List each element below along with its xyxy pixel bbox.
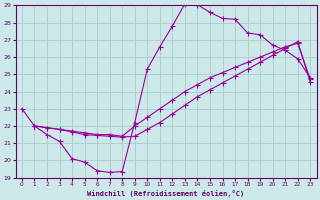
X-axis label: Windchill (Refroidissement éolien,°C): Windchill (Refroidissement éolien,°C) xyxy=(87,190,245,197)
